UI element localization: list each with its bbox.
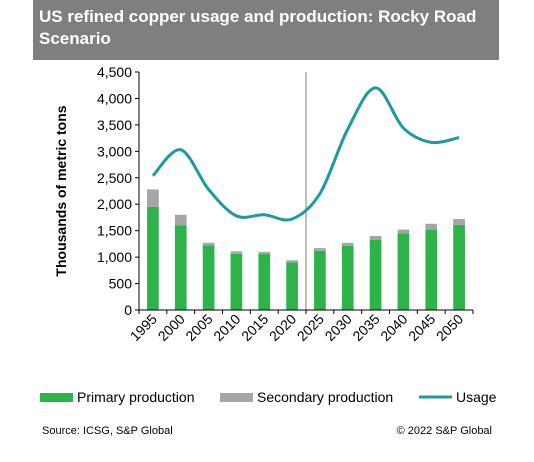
bar-secondary-2015 xyxy=(258,251,271,254)
bar-secondary-2030 xyxy=(341,242,354,247)
y-tick-label: 3,000 xyxy=(97,143,132,159)
y-tick-label: 0 xyxy=(124,302,132,318)
y-tick-label: 2,500 xyxy=(97,170,132,186)
bar-primary-2030 xyxy=(341,246,354,310)
title-bar: US refined copper usage and production: … xyxy=(33,0,499,60)
bar-secondary-2050 xyxy=(453,219,465,225)
bar-primary-2015 xyxy=(258,253,271,310)
y-tick-label: 3,500 xyxy=(97,117,132,133)
bar-primary-2045 xyxy=(425,229,438,310)
bar-secondary-2040 xyxy=(397,229,410,234)
x-tick-label: 2010 xyxy=(210,311,243,344)
x-tick-label: 2000 xyxy=(155,311,188,344)
bar-primary-2040 xyxy=(397,233,410,310)
copyright-note: © 2022 S&P Global xyxy=(396,425,492,437)
legend-swatch-primary xyxy=(40,393,73,402)
y-tick-label: 1,500 xyxy=(97,223,132,239)
x-tick-label: 2050 xyxy=(433,311,466,344)
x-tick-label: 2005 xyxy=(182,311,215,344)
bar-primary-2000 xyxy=(174,225,187,310)
y-tick-label: 500 xyxy=(109,276,133,292)
bar-primary-2050 xyxy=(453,224,465,310)
bar-primary-2005 xyxy=(202,245,215,310)
y-tick-label: 4,500 xyxy=(97,64,132,80)
chart-svg: 0 500 1,000 1,500 2,000 2,500 3,000 3,500 4,000 4… xyxy=(40,64,497,405)
legend-label-secondary: Secondary production xyxy=(257,389,393,405)
bar-secondary-2045 xyxy=(425,223,438,230)
y-tick-label: 2,000 xyxy=(97,196,132,212)
chart-panel: US refined copper usage and production: … xyxy=(33,0,499,448)
bar-primary-2035 xyxy=(369,239,382,310)
x-tick-label: 2040 xyxy=(377,311,410,344)
legend-swatch-secondary xyxy=(220,393,253,402)
bar-primary-2020 xyxy=(286,262,298,310)
bar-primary-1995 xyxy=(147,206,159,310)
chart-title: US refined copper usage and production: … xyxy=(39,7,477,48)
x-tick-label: 2035 xyxy=(349,311,382,344)
usage-line xyxy=(151,86,460,222)
legend-label-usage: Usage xyxy=(456,389,497,405)
y-tick-label: 4,000 xyxy=(97,90,132,106)
bar-secondary-2025 xyxy=(314,248,326,251)
bar-secondary-2035 xyxy=(369,235,382,240)
x-tick-label: 2030 xyxy=(322,311,355,344)
x-tick-label: 2025 xyxy=(294,311,327,344)
bar-secondary-2020 xyxy=(286,260,298,263)
bar-secondary-1995 xyxy=(147,189,159,207)
x-tick-label: 2045 xyxy=(405,311,438,344)
bar-primary-2010 xyxy=(230,253,243,310)
x-tick-label: 2015 xyxy=(238,311,271,344)
y-axis-title: Thousands of metric tons xyxy=(53,105,69,276)
bar-primary-2025 xyxy=(314,250,326,310)
y-tick-label: 1,000 xyxy=(97,249,132,265)
bar-secondary-2005 xyxy=(202,242,215,246)
source-note: Source: ICSG, S&P Global xyxy=(42,425,173,437)
bar-secondary-2010 xyxy=(230,251,243,254)
x-tick-label: 2020 xyxy=(266,311,299,344)
bar-secondary-2000 xyxy=(174,214,187,226)
legend-label-primary: Primary production xyxy=(77,389,195,405)
